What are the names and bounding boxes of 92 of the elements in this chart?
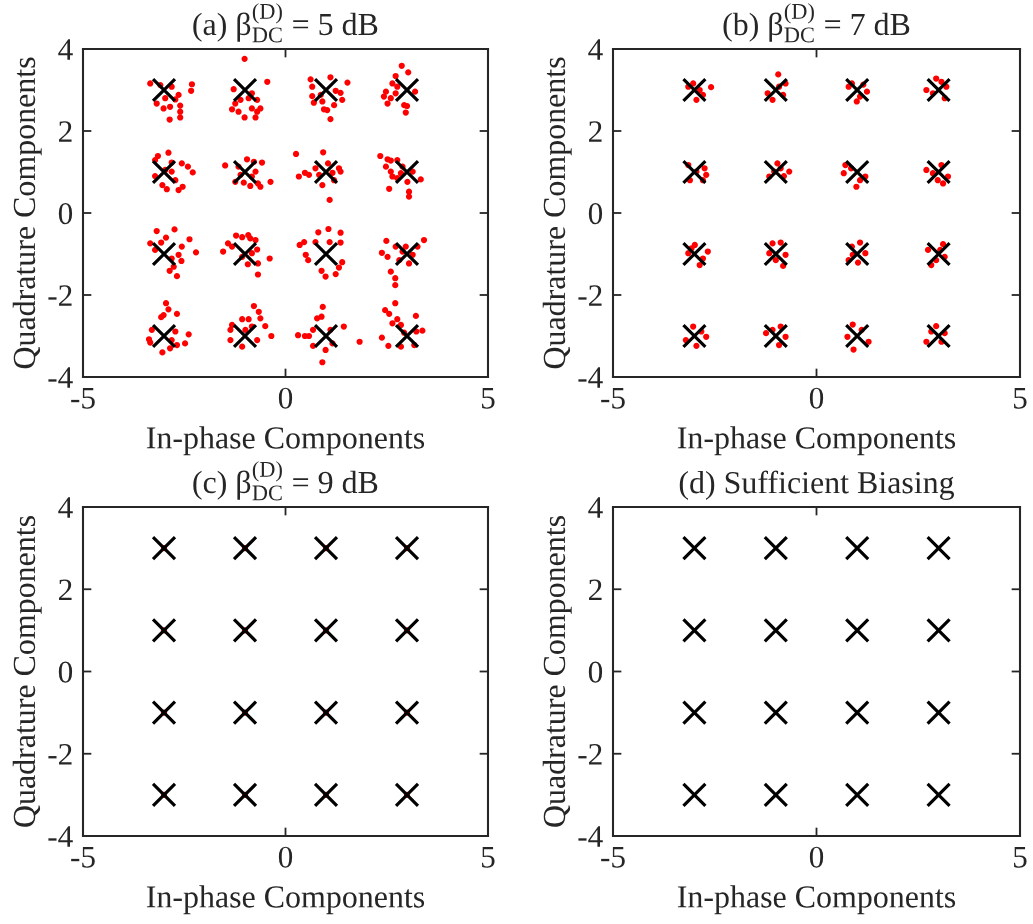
x-tick-label: 5 [1014,387,1027,409]
point [151,241,177,267]
point [151,323,177,349]
y-tick-label: 2 [589,121,602,142]
x-tick-label: 0 [809,846,824,868]
y-tick-label: 2 [59,579,72,601]
y-tick-label: 2 [589,579,602,601]
point [151,77,177,103]
y-tick-label: -2 [48,743,72,765]
point [681,617,707,643]
point [394,241,420,267]
point [926,159,952,185]
y-tick-label: 0 [588,661,603,683]
y-tick-label: 0 [58,661,73,683]
y-tick-label: 0 [588,203,603,225]
y-axis-title: Quadrature Components [542,57,572,369]
point [763,77,789,103]
y-tick-label: 4 [588,497,603,518]
point [681,535,707,561]
y-axis-title: Quadrature Components [542,516,572,827]
y-tick-label: -4 [578,826,603,847]
x-tick-label: 5 [1014,846,1027,868]
point [926,700,952,726]
point [394,77,420,103]
point [844,535,870,561]
point [844,782,870,808]
x-tick-label: 5 [482,387,495,409]
chart-title: (a) β$^{(D)}$$_{DC}$ = 5 dB [193,3,378,43]
point [681,782,707,808]
point [151,159,177,185]
point [763,617,789,643]
point [681,241,707,267]
y-axis-title: Quadrature Components [12,57,42,369]
point [313,77,339,103]
y-tick-label: 0 [58,203,73,225]
y-tick-label: -4 [48,826,73,847]
point [844,617,870,643]
point [926,77,952,103]
point [681,323,707,349]
x-tick-label: 0 [278,846,293,868]
x-tick-label: -5 [71,846,95,868]
point [926,241,952,267]
x-tick-label: -5 [601,387,625,409]
x-axis-title: In-phase Components [146,426,425,456]
x-axis-title: In-phase Components [677,426,956,456]
point [313,159,339,185]
x-tick-label: 0 [809,387,824,409]
y-tick-label: 4 [588,39,603,60]
y-tick-label: 4 [58,39,73,60]
point [763,782,789,808]
y-tick-label: -2 [48,285,72,306]
point [763,700,789,726]
point [681,77,707,103]
point [232,159,258,185]
x-tick-label: 5 [482,846,495,868]
point [313,241,339,267]
point [232,241,258,267]
point [844,159,870,185]
point [394,159,420,185]
chart-title: (d) Sufficient Biasing [679,470,955,500]
chart-title: (c) β$^{(D)}$$_{DC}$ = 9 dB [193,461,378,501]
y-tick-label: -4 [578,367,603,388]
y-axis-title: Quadrature Components [12,516,42,827]
x-axis-title: In-phase Components [146,885,425,915]
point [844,323,870,349]
point [926,535,952,561]
point [926,782,952,808]
chart-title: (b) β$^{(D)}$$_{DC}$ = 7 dB [723,3,910,43]
point [681,159,707,185]
x-axis-title: In-phase Components [677,885,956,915]
x-tick-label: -5 [71,387,95,409]
point [926,617,952,643]
point [926,323,952,349]
point [394,323,420,349]
point [681,700,707,726]
y-tick-label: -4 [48,367,73,388]
point [313,323,339,349]
x-tick-label: -5 [601,846,625,868]
point [763,323,789,349]
y-tick-label: -2 [578,743,602,765]
point [844,241,870,267]
point [763,241,789,267]
point [763,159,789,185]
point [763,535,789,561]
y-tick-label: -2 [578,285,602,306]
point [232,323,258,349]
point [232,77,258,103]
y-tick-label: 2 [59,121,72,142]
x-tick-label: 0 [278,387,293,409]
point [844,77,870,103]
y-tick-label: 4 [58,497,73,518]
point [844,700,870,726]
